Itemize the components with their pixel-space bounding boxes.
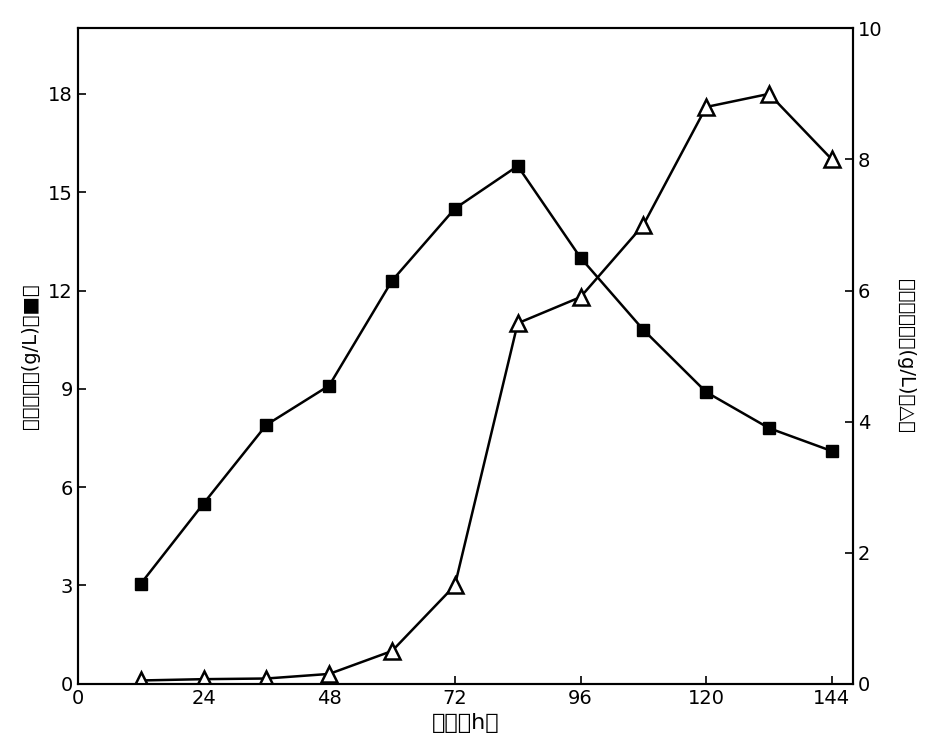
X-axis label: 时间（h）: 时间（h） — [431, 713, 499, 733]
Y-axis label: 万古霍素产量(g/L)（△）: 万古霍素产量(g/L)（△） — [896, 279, 915, 433]
Y-axis label: 菌体生物量(g/L)（■）: 菌体生物量(g/L)（■） — [21, 284, 40, 429]
